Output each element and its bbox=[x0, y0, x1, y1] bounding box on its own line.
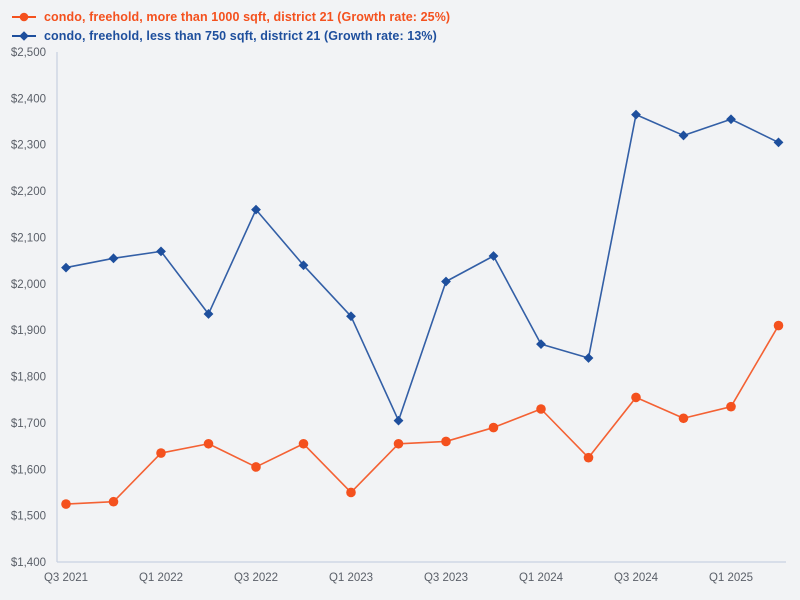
data-point-diamond[interactable] bbox=[774, 138, 784, 148]
data-point-diamond[interactable] bbox=[441, 277, 451, 287]
data-point-circle[interactable] bbox=[631, 393, 641, 403]
data-point-circle[interactable] bbox=[299, 439, 309, 449]
x-axis-tick-label: Q1 2023 bbox=[329, 572, 373, 584]
diamond-marker-icon bbox=[12, 30, 36, 42]
data-point-circle[interactable] bbox=[61, 499, 71, 509]
legend-label: condo, freehold, more than 1000 sqft, di… bbox=[44, 10, 450, 24]
data-point-circle[interactable] bbox=[774, 321, 784, 331]
y-axis-tick-label: $1,700 bbox=[11, 418, 46, 430]
legend-item-more-than-1000sqft[interactable]: condo, freehold, more than 1000 sqft, di… bbox=[12, 7, 450, 26]
data-point-diamond[interactable] bbox=[726, 114, 736, 124]
data-point-circle[interactable] bbox=[346, 488, 356, 498]
line-chart: $2,500 $2,400 $2,300 $2,200 $2,100 $2,000 $1,9… bbox=[0, 0, 800, 600]
data-point-diamond[interactable] bbox=[584, 353, 594, 363]
y-axis-tick-label: $1,600 bbox=[11, 464, 46, 476]
data-point-circle[interactable] bbox=[726, 402, 736, 412]
legend-label: condo, freehold, less than 750 sqft, dis… bbox=[44, 29, 437, 43]
data-point-diamond[interactable] bbox=[394, 416, 404, 426]
x-axis-tick-label: Q3 2021 bbox=[44, 572, 88, 584]
data-point-circle[interactable] bbox=[394, 439, 404, 449]
data-point-circle[interactable] bbox=[251, 462, 261, 472]
data-point-circle[interactable] bbox=[156, 448, 166, 458]
chart-legend: condo, freehold, more than 1000 sqft, di… bbox=[12, 7, 450, 45]
x-axis-tick-label: Q1 2022 bbox=[139, 572, 183, 584]
y-axis-tick-label: $1,500 bbox=[11, 511, 46, 523]
x-axis-tick-label: Q1 2024 bbox=[519, 572, 564, 584]
data-point-diamond[interactable] bbox=[679, 131, 689, 141]
y-axis-tick-label: $2,100 bbox=[11, 232, 46, 244]
data-point-diamond[interactable] bbox=[109, 253, 119, 263]
series-line-less-than-750sqft bbox=[66, 115, 779, 421]
data-point-diamond[interactable] bbox=[631, 110, 641, 120]
legend-item-less-than-750sqft[interactable]: condo, freehold, less than 750 sqft, dis… bbox=[12, 26, 450, 45]
y-axis-tick-label: $1,800 bbox=[11, 372, 46, 384]
x-axis-tick-label: Q1 2025 bbox=[709, 572, 753, 584]
x-axis-tick-label: Q3 2024 bbox=[614, 572, 659, 584]
y-axis-tick-label: $2,200 bbox=[11, 186, 46, 198]
data-point-circle[interactable] bbox=[584, 453, 594, 463]
y-axis-tick-label: $1,900 bbox=[11, 325, 46, 337]
data-point-diamond[interactable] bbox=[61, 263, 71, 273]
data-point-circle[interactable] bbox=[109, 497, 119, 507]
x-axis-tick-label: Q3 2023 bbox=[424, 572, 468, 584]
data-point-diamond[interactable] bbox=[536, 339, 546, 349]
y-axis-tick-label: $2,000 bbox=[11, 279, 46, 291]
circle-marker-icon bbox=[12, 11, 36, 23]
chart-page: condo, freehold, more than 1000 sqft, di… bbox=[0, 0, 800, 600]
data-point-circle[interactable] bbox=[489, 423, 499, 433]
data-point-circle[interactable] bbox=[536, 404, 546, 414]
data-point-circle[interactable] bbox=[204, 439, 214, 449]
data-point-circle[interactable] bbox=[441, 437, 451, 447]
data-point-diamond[interactable] bbox=[489, 251, 499, 261]
y-axis-tick-label: $2,300 bbox=[11, 140, 46, 152]
y-axis-tick-label: $2,500 bbox=[11, 47, 46, 59]
y-axis-tick-label: $1,400 bbox=[11, 557, 46, 569]
data-point-circle[interactable] bbox=[679, 413, 689, 423]
x-axis-tick-label: Q3 2022 bbox=[234, 572, 278, 584]
y-axis-tick-label: $2,400 bbox=[11, 93, 46, 105]
